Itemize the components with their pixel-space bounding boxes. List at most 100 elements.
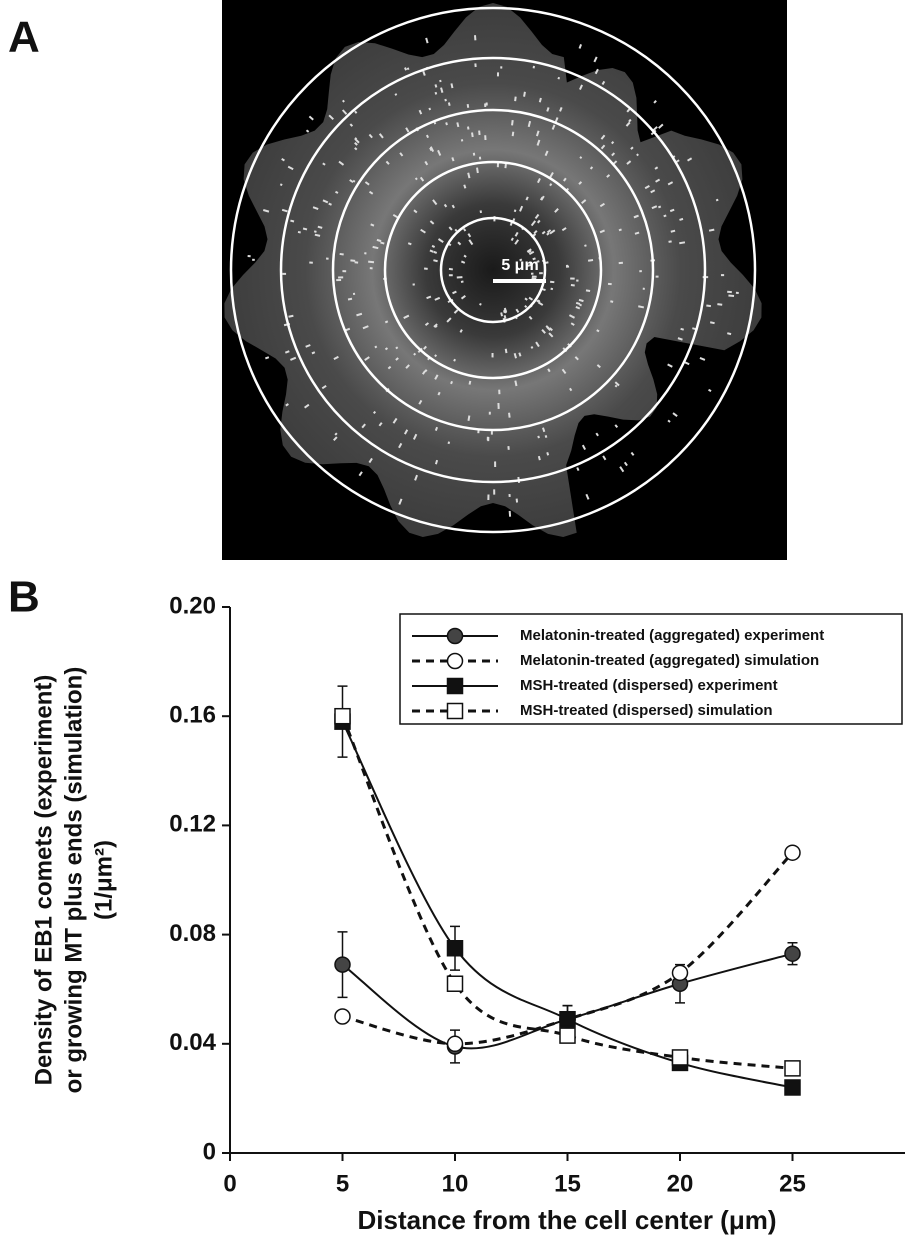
comet	[304, 403, 310, 409]
comet	[541, 329, 546, 334]
comet	[305, 129, 310, 133]
comet	[541, 230, 546, 235]
comet	[414, 474, 418, 481]
comet	[421, 370, 426, 375]
comet	[508, 412, 511, 418]
comet	[264, 356, 270, 360]
comet	[395, 346, 399, 350]
comet	[463, 228, 467, 232]
comet	[594, 68, 599, 75]
comet	[398, 442, 403, 449]
comet	[538, 97, 542, 103]
marker	[784, 844, 801, 861]
comet	[432, 199, 438, 206]
comet	[404, 67, 408, 71]
comet	[385, 160, 390, 165]
comet	[511, 131, 515, 137]
comet	[466, 103, 470, 108]
comet	[425, 37, 429, 44]
comet	[262, 209, 270, 213]
comet	[281, 208, 288, 213]
comet	[549, 172, 554, 178]
comet	[654, 166, 659, 170]
comet	[530, 346, 534, 349]
comet	[578, 43, 583, 49]
comet	[677, 337, 683, 341]
comet	[372, 410, 377, 415]
comet	[589, 166, 594, 170]
x-tick-label: 15	[554, 1170, 581, 1197]
comet	[528, 250, 535, 256]
comet	[679, 241, 686, 245]
marker	[446, 1035, 464, 1053]
comet	[542, 427, 546, 433]
comet	[387, 365, 392, 370]
panel-label: A	[8, 13, 40, 62]
comet	[611, 152, 616, 157]
comet	[715, 198, 719, 202]
rings	[229, 6, 757, 534]
comet	[611, 141, 615, 145]
comet	[537, 455, 541, 461]
comet	[708, 228, 715, 232]
y-tick-label: 0	[203, 1138, 216, 1165]
comet	[680, 327, 685, 331]
comet	[514, 380, 518, 387]
comet	[453, 309, 459, 314]
comet	[349, 179, 354, 183]
comet	[403, 429, 409, 435]
comet	[328, 202, 332, 206]
comet	[354, 141, 358, 146]
comet	[446, 317, 452, 323]
comet	[433, 121, 437, 125]
comet	[288, 314, 294, 318]
comet	[602, 455, 607, 461]
legend-label: MSH-treated (dispersed) simulation	[520, 702, 773, 719]
comet	[405, 364, 410, 369]
marker	[334, 956, 351, 973]
comet	[514, 239, 520, 245]
comet	[364, 181, 370, 186]
comet	[338, 160, 345, 166]
comet	[599, 229, 605, 234]
comet	[447, 441, 451, 445]
comet	[374, 345, 378, 349]
y-axis-label: (1/μm²)	[90, 840, 117, 920]
comet	[305, 344, 311, 348]
marker	[671, 1049, 689, 1066]
comet	[354, 147, 358, 151]
comet	[279, 183, 283, 187]
comet	[546, 229, 552, 234]
comet	[356, 312, 363, 317]
comet	[667, 363, 673, 368]
comet	[451, 157, 455, 162]
comet	[456, 122, 460, 128]
comet	[610, 300, 614, 303]
comet	[328, 114, 334, 121]
comet	[312, 206, 319, 211]
comet	[444, 98, 447, 102]
comet	[333, 355, 339, 360]
x-tick-label: 25	[779, 1170, 806, 1197]
comet	[570, 322, 575, 326]
comet	[557, 76, 561, 80]
comet	[636, 153, 639, 157]
comet	[460, 295, 466, 300]
comet	[559, 106, 563, 112]
legend: Melatonin-treated (aggregated) experimen…	[399, 613, 903, 725]
comet	[352, 179, 356, 183]
comet	[525, 196, 529, 201]
comet	[439, 79, 442, 83]
comet	[563, 177, 567, 182]
comet	[650, 189, 656, 194]
comet	[551, 124, 556, 130]
comet	[536, 219, 541, 224]
comet	[334, 432, 338, 436]
comet	[412, 433, 418, 440]
scale-label: 5 μm	[501, 257, 538, 274]
comet	[526, 248, 532, 253]
comet	[463, 254, 467, 258]
comet	[384, 320, 389, 324]
comet	[545, 325, 550, 330]
x-tick-label: 10	[442, 1170, 469, 1197]
